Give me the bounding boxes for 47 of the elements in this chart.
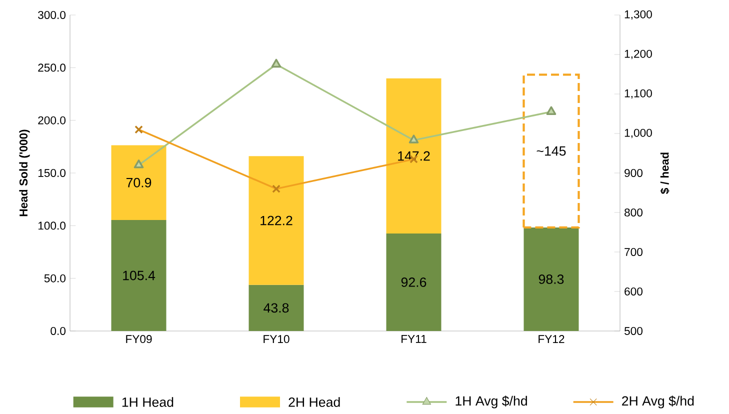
data-label: 105.4 bbox=[123, 270, 156, 280]
y-tick-label: 50.0 bbox=[44, 274, 66, 282]
bar bbox=[386, 78, 442, 234]
legend-label: 2H Avg $/hd bbox=[622, 396, 694, 408]
y-axis-title: Head Sold ('000) bbox=[19, 130, 30, 216]
y-tick-label: 100.0 bbox=[38, 222, 66, 230]
bar bbox=[111, 220, 166, 331]
data-label: 92.6 bbox=[401, 278, 426, 287]
point bbox=[408, 134, 419, 144]
y-tick-label: 0.0 bbox=[50, 326, 66, 335]
legend-label: 1H Avg $/hd bbox=[456, 396, 527, 408]
bar bbox=[522, 74, 580, 229]
bar bbox=[386, 233, 442, 331]
y2-tick-label: 1,200 bbox=[624, 50, 652, 60]
y2-tick-label: 600 bbox=[624, 287, 642, 296]
bar bbox=[524, 227, 579, 331]
y-tick-label: 200.0 bbox=[38, 116, 66, 124]
point bbox=[272, 184, 280, 193]
y-tick-label: 250.0 bbox=[38, 64, 66, 72]
x-tick-label: FY12 bbox=[538, 335, 564, 343]
data-label: 70.9 bbox=[126, 178, 152, 188]
y-tick-label: 300.0 bbox=[38, 10, 66, 20]
y2-tick-label: 800 bbox=[624, 208, 642, 216]
point bbox=[546, 106, 556, 115]
point bbox=[134, 125, 143, 134]
y2-tick-label: 700 bbox=[624, 248, 642, 256]
point bbox=[271, 58, 282, 68]
y2-axis-title: $ / head bbox=[660, 152, 670, 194]
y2-tick-label: 1,300 bbox=[624, 10, 652, 20]
x-tick-label: FY10 bbox=[264, 335, 290, 344]
y2-tick-label: 900 bbox=[624, 168, 642, 177]
bar bbox=[248, 284, 304, 331]
legend-label: 2H Head bbox=[288, 397, 340, 407]
data-label: 122.2 bbox=[260, 216, 292, 226]
legend-label: 1H Head bbox=[122, 397, 174, 407]
y2-tick-label: 1,100 bbox=[624, 89, 652, 99]
bar bbox=[111, 145, 166, 220]
data-label: 98.3 bbox=[538, 274, 564, 284]
bar bbox=[248, 156, 304, 285]
data-label: ~145 bbox=[536, 146, 566, 156]
y-tick-label: 150.0 bbox=[38, 168, 66, 177]
y2-tick-label: 500 bbox=[624, 326, 642, 335]
point bbox=[134, 160, 144, 168]
x-tick-label: FY09 bbox=[126, 335, 152, 344]
x-tick-label: FY11 bbox=[402, 335, 426, 343]
y2-tick-label: 1,000 bbox=[624, 128, 652, 138]
data-label: 43.8 bbox=[264, 303, 289, 313]
